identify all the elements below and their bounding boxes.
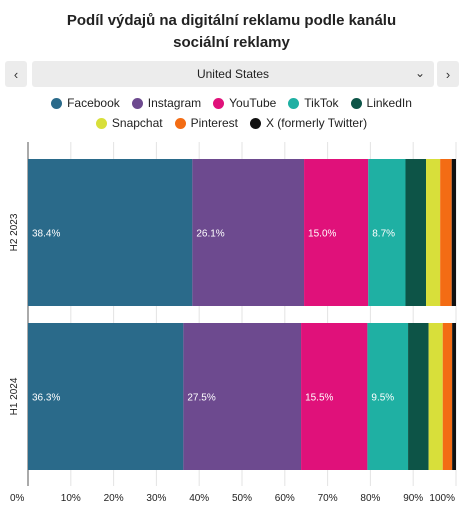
bar-segment: [301, 323, 368, 470]
x-tick-label: 50%: [232, 493, 252, 504]
bar-segment: [304, 159, 369, 306]
region-select-value: United States: [196, 67, 270, 81]
category-label: H1 2024: [9, 377, 20, 415]
x-tick-label: 40%: [189, 493, 209, 504]
legend-label: TikTok: [304, 96, 339, 110]
bar-segment: [367, 323, 409, 470]
bar-segment: [442, 323, 453, 470]
legend-item[interactable]: X (formerly Twitter): [249, 116, 368, 130]
legend-label: Instagram: [147, 96, 202, 110]
x-tick-label: 80%: [360, 493, 380, 504]
chevron-left-icon: ‹: [13, 66, 19, 82]
bar-segment: [426, 159, 441, 306]
bar-segment: [405, 159, 427, 306]
data-label: 36.3%: [32, 393, 60, 404]
category-label: H2 2023: [9, 213, 20, 251]
legend-item[interactable]: Snapchat: [95, 116, 163, 130]
legend-label: Facebook: [67, 96, 120, 110]
x-tick-label: 100%: [429, 493, 455, 504]
bar-segment: [408, 323, 429, 470]
legend-item[interactable]: Pinterest: [174, 116, 238, 130]
data-label: 8.7%: [372, 229, 395, 240]
legend-item[interactable]: Instagram: [131, 96, 202, 110]
x-tick-label: 60%: [275, 493, 295, 504]
chevron-right-icon: ›: [445, 66, 451, 82]
data-label: 27.5%: [187, 393, 215, 404]
legend-label: X (formerly Twitter): [265, 116, 368, 130]
data-label: 15.0%: [308, 229, 336, 240]
legend-item[interactable]: LinkedIn: [350, 96, 412, 110]
legend-swatch: [51, 97, 63, 109]
bar-segment: [451, 159, 456, 306]
previous-button[interactable]: ‹: [5, 61, 27, 87]
bar-segment: [452, 323, 456, 470]
bar-segment: [192, 159, 305, 306]
legend-label: Snapchat: [111, 116, 163, 130]
chart-legend: Facebook Instagram YouTube TikTok LinkedIn Sn…: [20, 96, 443, 130]
x-tick-label: 0%: [10, 493, 25, 504]
bar-segment: [28, 323, 184, 470]
chart-title: Podíl výdajů na digitální reklamu podle …: [66, 12, 397, 51]
legend-swatch: [213, 97, 225, 109]
legend-item[interactable]: TikTok: [288, 96, 339, 110]
legend-swatch: [249, 117, 261, 129]
data-label: 9.5%: [371, 393, 394, 404]
legend-label: LinkedIn: [366, 96, 412, 110]
legend-item[interactable]: YouTube: [213, 96, 276, 110]
legend-label: YouTube: [229, 96, 277, 110]
data-label: 15.5%: [305, 393, 333, 404]
bar-segment: [428, 323, 443, 470]
data-label: 26.1%: [196, 229, 224, 240]
legend-swatch: [174, 117, 186, 129]
x-tick-label: 90%: [403, 493, 423, 504]
region-select[interactable]: United States ⌄: [32, 61, 434, 87]
bar-segment: [440, 159, 452, 306]
data-label: 38.4%: [32, 229, 60, 240]
legend-swatch: [350, 97, 362, 109]
legend-label: Pinterest: [190, 116, 238, 130]
legend-swatch: [131, 97, 143, 109]
chevron-down-icon: ⌄: [414, 66, 425, 80]
bar-segment: [28, 159, 193, 306]
x-tick-label: 30%: [146, 493, 166, 504]
x-tick-label: 70%: [318, 493, 338, 504]
x-tick-label: 10%: [61, 493, 81, 504]
legend-swatch: [288, 97, 300, 109]
legend-swatch: [95, 117, 107, 129]
bar-segment: [183, 323, 302, 470]
next-button[interactable]: ›: [437, 61, 459, 87]
legend-item[interactable]: Facebook: [51, 96, 120, 110]
x-tick-label: 20%: [104, 493, 124, 504]
bar-segment: [368, 159, 406, 306]
